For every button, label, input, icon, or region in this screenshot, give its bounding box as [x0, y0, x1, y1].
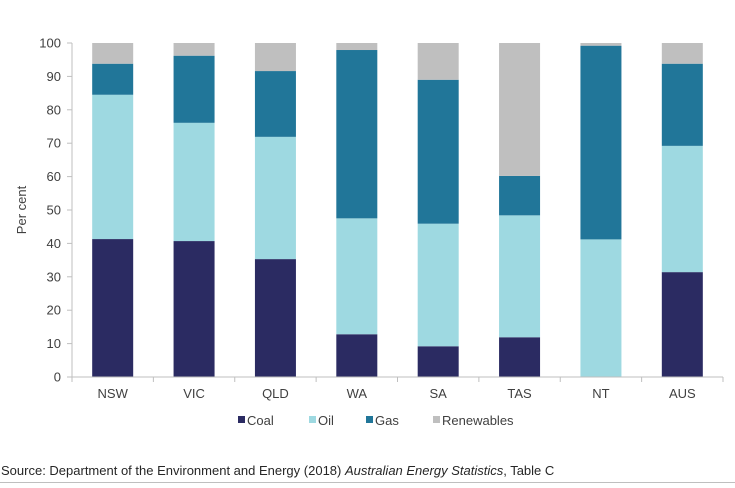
- bar-coal-qld: [254, 259, 296, 377]
- bar-oil-vic: [173, 122, 215, 242]
- bar-coal-sa: [417, 346, 459, 377]
- x-tick-label: VIC: [183, 386, 205, 401]
- y-axis-label: Per cent: [14, 185, 29, 234]
- bar-gas-wa: [336, 50, 378, 219]
- legend: Coal Oil Gas Renewables: [238, 413, 514, 428]
- legend-label-oil: Oil: [318, 413, 334, 428]
- y-tick-label: 80: [47, 102, 61, 117]
- y-axis: 0 10 20 30 40 50 60 70 80 90 100: [39, 36, 73, 385]
- bar-gas-tas: [499, 175, 541, 216]
- y-tick-label: 40: [47, 236, 61, 251]
- x-tick-label: TAS: [507, 386, 532, 401]
- bar-coal-tas: [499, 337, 541, 377]
- y-tick-label: 0: [54, 370, 61, 385]
- bar-coal-aus: [661, 272, 703, 377]
- bar-gas-vic: [173, 55, 215, 123]
- legend-swatch-coal: [238, 416, 245, 423]
- y-tick-label: 60: [47, 169, 61, 184]
- source-suffix: , Table C: [503, 463, 555, 478]
- legend-swatch-gas: [366, 416, 373, 423]
- bar-renewables-tas: [499, 43, 541, 176]
- bar-oil-nsw: [92, 94, 134, 240]
- bar-oil-nt: [580, 239, 622, 377]
- bar-renewables-qld: [254, 43, 296, 72]
- legend-label-renewables: Renewables: [442, 413, 514, 428]
- y-tick-label: 70: [47, 136, 61, 151]
- bar-gas-nt: [580, 45, 622, 240]
- bar-oil-tas: [499, 215, 541, 338]
- stacked-bar-chart: 0 10 20 30 40 50 60 70 80 90 100 Per cent NSW VIC QL…: [14, 36, 724, 428]
- bar-coal-wa: [336, 334, 378, 377]
- source-note: Source: Department of the Environment an…: [1, 463, 554, 478]
- bar-coal-nsw: [92, 239, 134, 377]
- bar-oil-qld: [254, 136, 296, 260]
- x-tick-label: QLD: [262, 386, 289, 401]
- legend-label-coal: Coal: [247, 413, 274, 428]
- bar-oil-wa: [336, 218, 378, 335]
- bar-renewables-vic: [173, 43, 215, 56]
- bottom-rule: [0, 482, 735, 483]
- x-axis: NSW VIC QLD WA SA TAS NT AUS: [71, 376, 724, 401]
- bar-gas-qld: [254, 71, 296, 137]
- bar-renewables-nt: [580, 43, 622, 46]
- bar-renewables-sa: [417, 43, 459, 80]
- legend-swatch-renewables: [433, 416, 440, 423]
- x-tick-label: NT: [592, 386, 609, 401]
- bar-coal-vic: [173, 241, 215, 377]
- y-tick-label: 10: [47, 336, 61, 351]
- bar-oil-aus: [661, 145, 703, 273]
- y-tick-label: 90: [47, 69, 61, 84]
- bars: [92, 43, 703, 377]
- y-tick-label: 30: [47, 269, 61, 284]
- bar-renewables-aus: [661, 43, 703, 64]
- x-tick-label: AUS: [669, 386, 696, 401]
- legend-swatch-oil: [309, 416, 316, 423]
- bar-gas-sa: [417, 79, 459, 224]
- bar-renewables-nsw: [92, 43, 134, 64]
- x-tick-label: WA: [347, 386, 368, 401]
- y-tick-label: 100: [39, 36, 61, 51]
- source-title: Australian Energy Statistics: [344, 463, 504, 478]
- source-prefix: Source: Department of the Environment an…: [1, 463, 345, 478]
- bar-gas-aus: [661, 63, 703, 146]
- legend-label-gas: Gas: [375, 413, 399, 428]
- bar-oil-sa: [417, 223, 459, 347]
- bar-gas-nsw: [92, 63, 134, 95]
- bar-renewables-wa: [336, 43, 378, 51]
- y-tick-label: 20: [47, 303, 61, 318]
- y-tick-label: 50: [47, 203, 61, 218]
- x-tick-label: SA: [430, 386, 448, 401]
- x-tick-label: NSW: [98, 386, 129, 401]
